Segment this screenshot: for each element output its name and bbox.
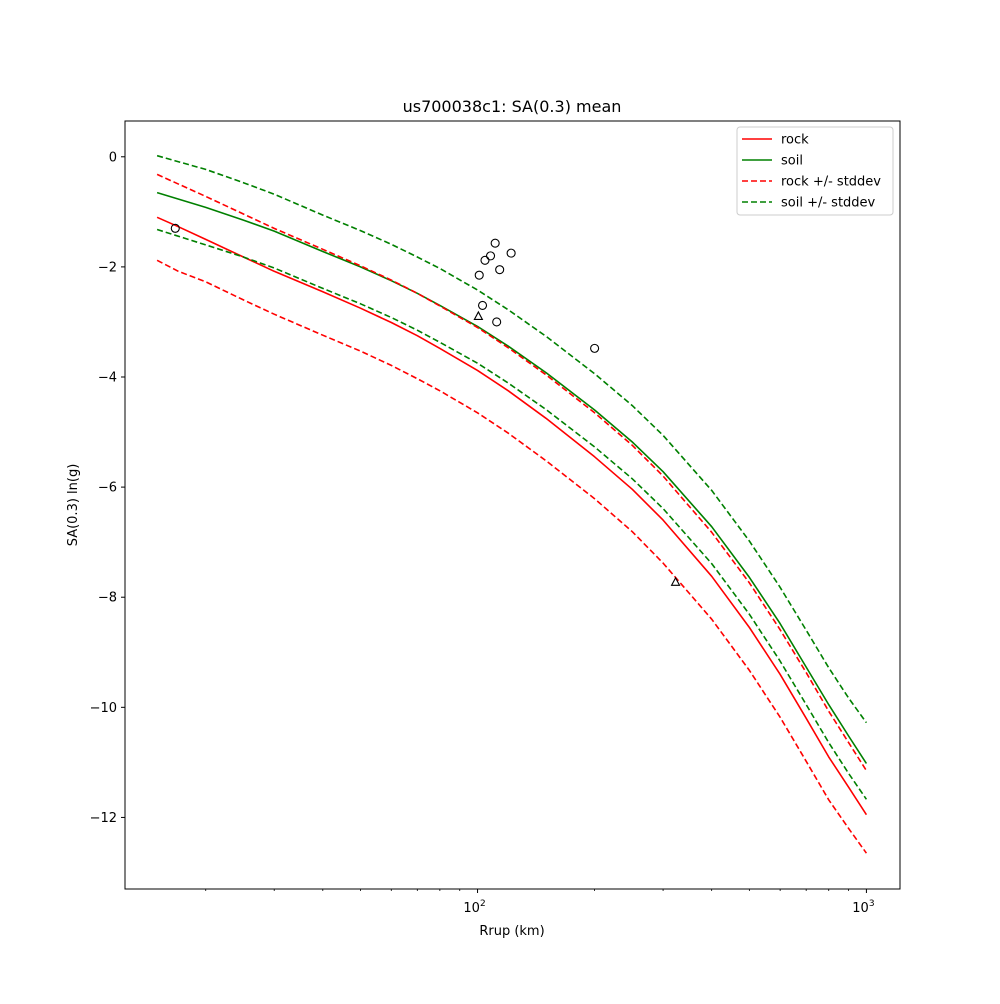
x-tick-label: 102 bbox=[463, 899, 485, 916]
legend-label: rock bbox=[781, 133, 809, 148]
observation-circle bbox=[495, 265, 505, 275]
y-tick-label: −4 bbox=[98, 371, 117, 386]
observation-circle bbox=[477, 300, 488, 310]
observation-circle bbox=[506, 248, 516, 258]
observation-triangle bbox=[670, 576, 681, 586]
series-line bbox=[156, 154, 868, 724]
y-tick-label: −2 bbox=[98, 260, 117, 275]
y-tick-label: −12 bbox=[90, 811, 117, 826]
observation-circle bbox=[170, 223, 180, 233]
observation-circle bbox=[492, 317, 502, 327]
legend-label: rock +/- stddev bbox=[781, 175, 881, 190]
y-tick-label: −8 bbox=[98, 591, 117, 606]
series-layer bbox=[156, 154, 868, 854]
series-line bbox=[156, 228, 868, 800]
observation-circle bbox=[490, 238, 500, 248]
y-tick-label: −10 bbox=[90, 701, 117, 716]
observation-circle bbox=[485, 251, 496, 261]
x-tick-exponent: 2 bbox=[480, 899, 486, 909]
legend: rock soil rock +/- stddev soil +/- stddev bbox=[736, 126, 894, 216]
x-tick-label: 103 bbox=[852, 899, 874, 916]
observation-circle bbox=[474, 270, 484, 280]
y-tick-label: 0 bbox=[109, 150, 117, 165]
plot-frame bbox=[124, 120, 901, 890]
y-tick-label: −6 bbox=[98, 481, 117, 496]
y-axis-label: SA(0.3) ln(g) bbox=[66, 464, 81, 547]
series-line bbox=[156, 191, 868, 764]
observation-circle bbox=[480, 255, 490, 265]
markers-layer bbox=[170, 223, 681, 586]
legend-label: soil +/- stddev bbox=[781, 196, 876, 211]
legend-box bbox=[736, 126, 894, 216]
x-tick-base: 10 bbox=[852, 901, 869, 916]
series-line bbox=[156, 173, 868, 772]
series-line bbox=[156, 259, 868, 854]
series-line bbox=[156, 216, 868, 816]
legend-label: soil bbox=[781, 154, 803, 169]
observation-circle bbox=[590, 343, 600, 353]
x-tick-exponent: 3 bbox=[869, 899, 875, 909]
x-tick-base: 10 bbox=[463, 901, 480, 916]
x-axis-label: Rrup (km) bbox=[479, 924, 544, 939]
observation-triangle bbox=[473, 310, 484, 320]
chart-title: us700038c1: SA(0.3) mean bbox=[403, 97, 622, 116]
